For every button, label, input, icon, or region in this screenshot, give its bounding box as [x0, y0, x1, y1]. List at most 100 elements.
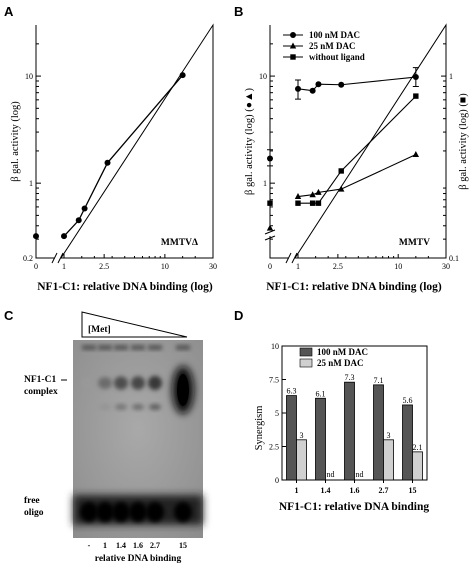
- x-tick-label: 0: [268, 262, 272, 271]
- bar: [315, 397, 326, 481]
- free-oligo-band: [112, 502, 130, 522]
- data-label: 3: [300, 431, 304, 440]
- y-tick-label: 0.2: [23, 254, 33, 263]
- free-oligo-band: [146, 502, 164, 522]
- plot-frame: [35, 23, 214, 259]
- free-oligo-band: [174, 502, 192, 522]
- y-tick-label: 10: [25, 72, 33, 81]
- data-point: [338, 168, 344, 174]
- data-label: nd: [356, 470, 364, 479]
- gel-well: [148, 345, 162, 350]
- bar: [296, 439, 307, 481]
- free-oligo-band: [80, 502, 98, 522]
- bar: [344, 381, 355, 481]
- panel-label-b: B: [234, 4, 243, 19]
- data-label: 6.3: [287, 387, 297, 396]
- lane-label: 1.4: [116, 541, 126, 550]
- data-point: [81, 205, 88, 212]
- x-axis-label: NF1-C1: relative DNA binding (log): [266, 281, 442, 293]
- data-point: [179, 72, 186, 79]
- wedge-label: [Met]: [88, 325, 111, 335]
- data-label: 3: [387, 431, 391, 440]
- data-label: 6.1: [316, 389, 326, 398]
- bar: [412, 451, 423, 481]
- data-point: [315, 81, 322, 88]
- series-line-1: [297, 154, 417, 198]
- data-label: 2.1: [413, 443, 423, 452]
- data-point: [413, 93, 419, 99]
- data-label: 7.1: [374, 376, 384, 385]
- data-point: [104, 159, 111, 166]
- gel-well: [98, 345, 112, 350]
- y-axis-break-mark: [264, 229, 276, 241]
- x-tick-label: 1.6: [350, 486, 360, 495]
- panel-d: D 0 2.5 5 7.5 10 1 6.3 3 1.4 6.1 nd 1.6 7.3 nd 2.7 7.1 3 1…: [234, 308, 429, 513]
- x-tick-label: 30: [442, 262, 450, 271]
- legend-label: 100 nM DAC: [317, 347, 368, 357]
- axis-break-mark: [285, 252, 298, 264]
- lane-label: 2.7: [150, 541, 160, 550]
- complex-label-1: NF1-C1: [24, 375, 56, 385]
- data-point: [295, 200, 301, 206]
- data-point: [309, 200, 316, 206]
- x-tick-label: 2.7: [379, 486, 389, 495]
- y-tick-label: 5: [275, 409, 279, 418]
- minor-band: [115, 404, 127, 410]
- data-point: [338, 81, 345, 88]
- x-tick-label: 2.5: [333, 262, 343, 271]
- gel-well: [114, 345, 128, 350]
- legend-swatch: [299, 347, 313, 357]
- complex-band: [114, 376, 128, 390]
- y-tick-label: 0: [275, 476, 279, 485]
- gel-well: [176, 345, 190, 350]
- gel-well: [131, 345, 145, 350]
- gel-well: [82, 345, 96, 350]
- legend-label: 25 nM DAC: [317, 358, 364, 368]
- data-point: [294, 193, 302, 200]
- data-point-x0: [266, 224, 274, 231]
- legend-marker: [289, 42, 297, 49]
- free-label-1: free: [24, 496, 40, 506]
- y-axis-label-left: β gal. activity (log) (●▲): [244, 88, 255, 195]
- y-tick-label-right: 1: [449, 72, 453, 81]
- y-axis-label: β gal. activity (log): [10, 101, 21, 182]
- legend-marker: [290, 54, 296, 60]
- bar: [373, 384, 384, 481]
- x-tick-label: 10: [394, 262, 402, 271]
- series-line-2: [298, 95, 417, 204]
- panel-annotation: MMTVΔ: [161, 238, 198, 248]
- complex-band: [98, 376, 112, 390]
- data-point-x0: [33, 233, 39, 240]
- data-point: [315, 188, 322, 195]
- lane-label: 1: [103, 541, 107, 550]
- bar: [402, 404, 413, 481]
- lane-label: 1.6: [133, 541, 143, 550]
- x-tick-label: 10: [161, 262, 169, 271]
- y-axis-label-right: β gal. activity (log) (■): [458, 93, 469, 190]
- complex-label-2: complex: [24, 387, 58, 397]
- legend-label: without ligand: [309, 52, 365, 62]
- complex-band: [82, 377, 96, 389]
- y-tick-label: 1: [29, 179, 33, 188]
- lane-label: 15: [179, 541, 187, 550]
- x-axis-label: NF1-C1: relative DNA binding (log): [37, 281, 213, 293]
- legend-label: 100 nM DAC: [309, 30, 360, 40]
- y-tick-label-left: 10: [259, 72, 267, 81]
- data-point: [315, 200, 322, 206]
- met-wedge: [81, 311, 188, 338]
- x-tick-label: 2.5: [99, 262, 109, 271]
- data-label: nd: [327, 470, 335, 479]
- x-tick-label: 1.4: [321, 486, 331, 495]
- panel-label-d: D: [234, 308, 243, 323]
- data-point-x0: [267, 200, 273, 206]
- y-tick-label-left: 1: [263, 179, 267, 188]
- x-tick-label: 1: [62, 262, 66, 271]
- minor-band: [132, 404, 144, 410]
- bar: [383, 439, 394, 481]
- y-axis-label: Synergism: [254, 406, 265, 451]
- x-tick-label: 0: [34, 262, 38, 271]
- panel-annotation: MMTV: [399, 238, 430, 248]
- minor-band: [149, 404, 161, 410]
